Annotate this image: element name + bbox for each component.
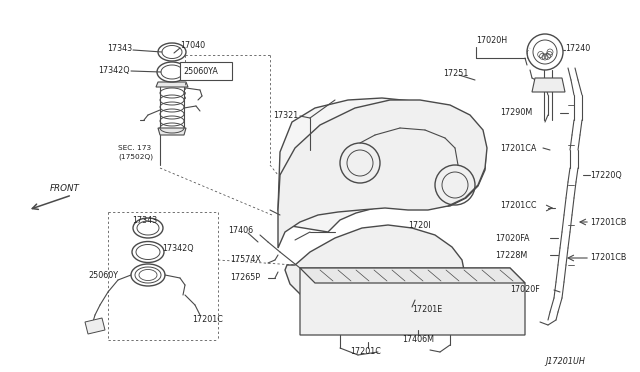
Polygon shape (156, 82, 188, 87)
Polygon shape (300, 268, 525, 283)
Text: 17201C: 17201C (192, 315, 223, 324)
Text: 17343: 17343 (132, 215, 157, 224)
Text: 17020H: 17020H (476, 35, 507, 45)
Polygon shape (158, 128, 186, 135)
Polygon shape (285, 225, 465, 308)
Text: FRONT: FRONT (50, 183, 80, 192)
Polygon shape (85, 318, 105, 334)
Text: 17201CB: 17201CB (590, 218, 627, 227)
Text: J17201UH: J17201UH (545, 357, 585, 366)
Text: 17201CC: 17201CC (500, 201, 536, 209)
Text: 17201CB: 17201CB (590, 253, 627, 263)
Text: 17574X: 17574X (230, 256, 261, 264)
Text: 17265P: 17265P (230, 273, 260, 282)
Text: 17040: 17040 (180, 41, 205, 49)
Text: 25060YA: 25060YA (183, 67, 218, 76)
Text: 17406M: 17406M (402, 336, 434, 344)
Text: 17228M: 17228M (495, 250, 527, 260)
Text: 1720I: 1720I (408, 221, 431, 230)
Polygon shape (278, 100, 487, 248)
Text: 17342Q: 17342Q (162, 244, 194, 253)
Text: 17251: 17251 (443, 68, 468, 77)
Polygon shape (532, 78, 565, 92)
Text: (17502Q): (17502Q) (118, 154, 153, 160)
Text: 17020F: 17020F (510, 285, 540, 295)
Text: 17342Q: 17342Q (99, 65, 130, 74)
Text: 17201C: 17201C (350, 347, 381, 356)
Text: SEC. 173: SEC. 173 (118, 145, 151, 151)
Polygon shape (300, 268, 525, 335)
Text: 17343: 17343 (107, 44, 132, 52)
Text: 17020FA: 17020FA (495, 234, 529, 243)
Text: 17201E: 17201E (412, 305, 442, 314)
Text: 25060Y: 25060Y (88, 270, 118, 279)
Text: 17406: 17406 (228, 225, 253, 234)
Text: 17290M: 17290M (500, 108, 532, 116)
Text: 17220Q: 17220Q (590, 170, 621, 180)
FancyBboxPatch shape (180, 62, 232, 80)
Text: 17240: 17240 (565, 44, 590, 52)
Text: 17201CA: 17201CA (500, 144, 536, 153)
Text: 17321: 17321 (273, 110, 298, 119)
Polygon shape (278, 98, 486, 232)
